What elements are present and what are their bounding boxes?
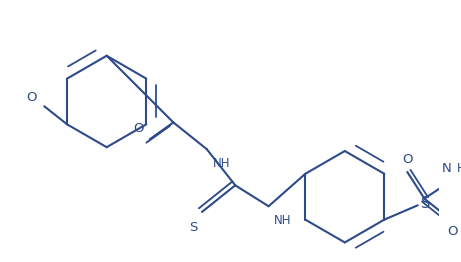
Text: S: S xyxy=(420,196,430,211)
Text: N: N xyxy=(441,162,451,175)
Text: H: H xyxy=(457,162,461,175)
Text: NH: NH xyxy=(213,157,230,170)
Text: O: O xyxy=(26,91,36,104)
Text: O: O xyxy=(134,122,144,135)
Text: O: O xyxy=(402,153,413,166)
Text: NH: NH xyxy=(274,214,292,227)
Text: O: O xyxy=(447,225,457,238)
Text: S: S xyxy=(189,221,197,234)
